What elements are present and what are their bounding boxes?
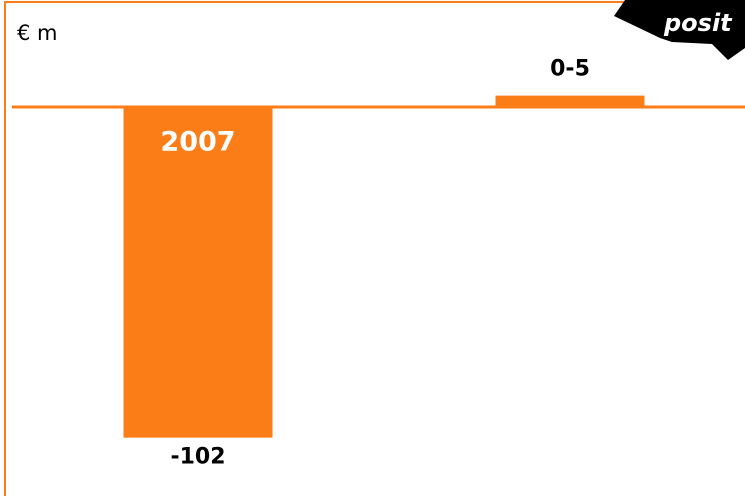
value-label: 0-5 (550, 57, 590, 82)
category-label: 2007 (160, 126, 235, 157)
bar (123, 106, 273, 438)
burst (614, 0, 745, 60)
value-label: -102 (170, 445, 225, 470)
frame (4, 1, 745, 496)
bar (495, 95, 645, 107)
annotation: posit (663, 9, 733, 37)
unit-label: € m (17, 21, 58, 45)
